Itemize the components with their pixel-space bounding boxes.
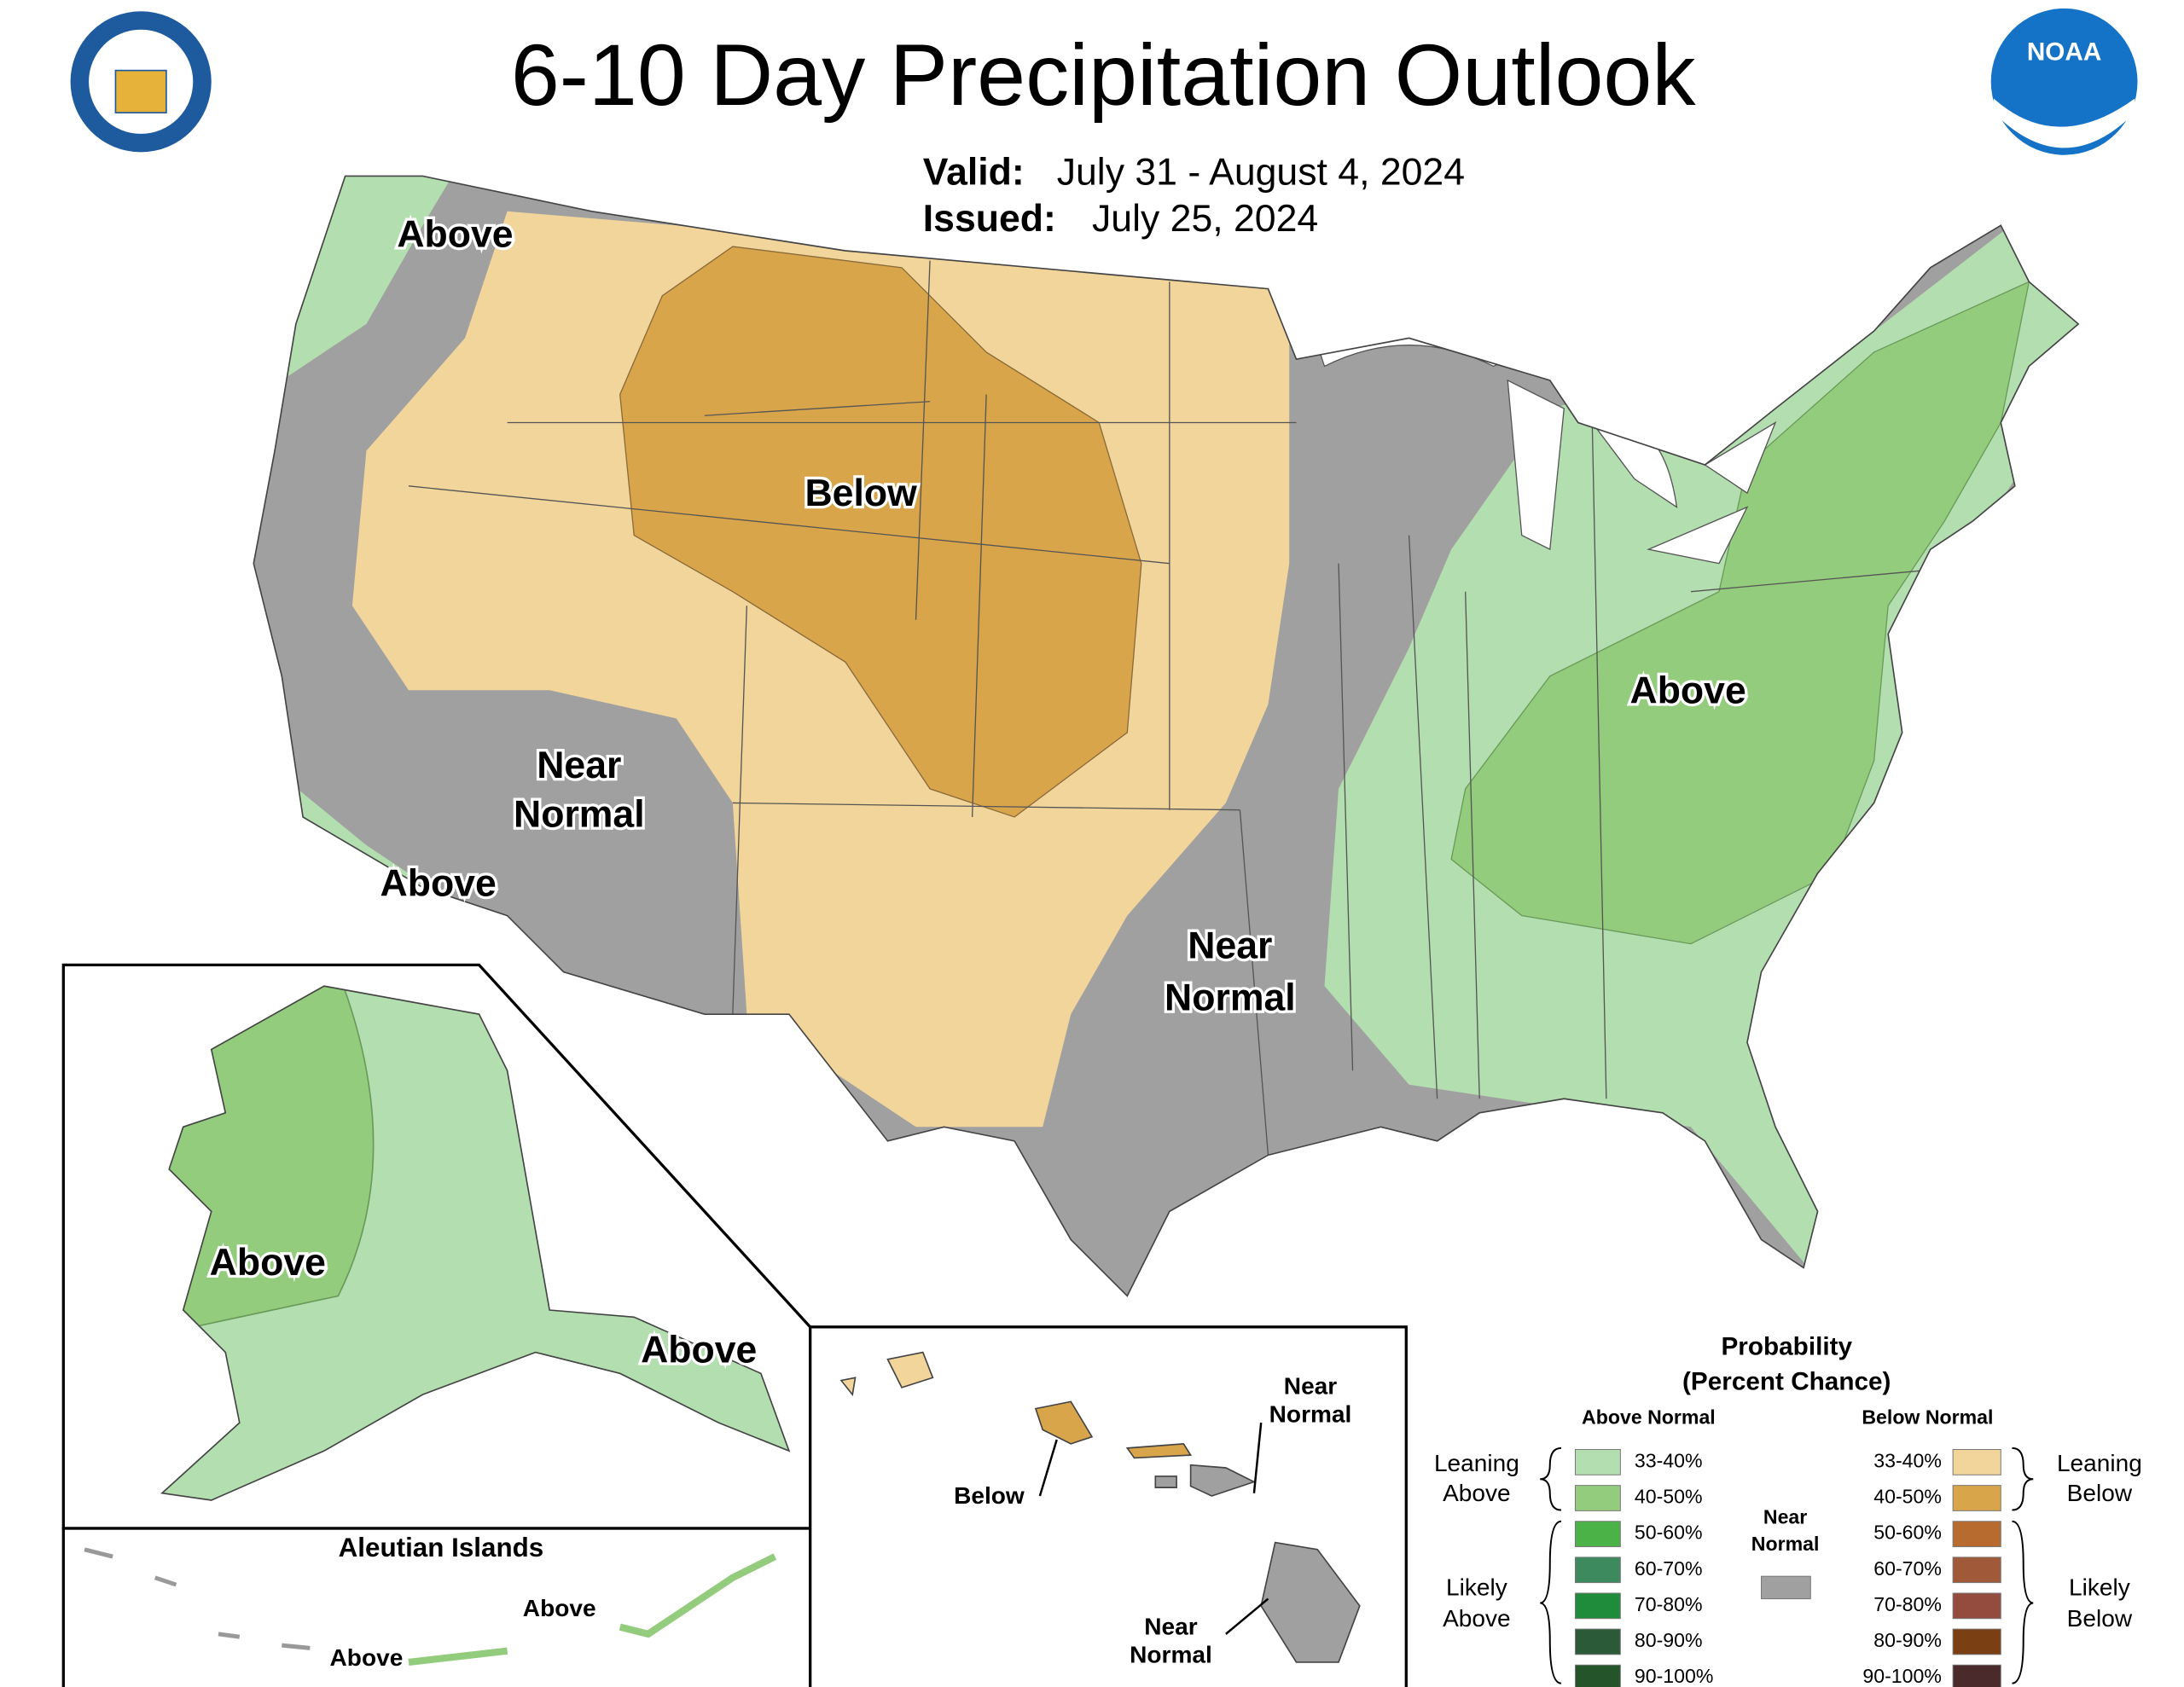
legend-group: Leaning <box>2057 1450 2142 1476</box>
legend-swatch <box>1952 1628 2001 1655</box>
legend-group: Likely <box>1446 1574 1507 1600</box>
valid-label: Valid: <box>923 152 1025 194</box>
leader-lines <box>1038 1423 1269 1635</box>
noaa-logo-text: NOAA <box>2027 38 2102 67</box>
legend-swatch <box>1761 1575 1811 1600</box>
region-label: Normal <box>1269 1400 1352 1427</box>
seal-shield <box>114 69 167 113</box>
region-label: Near <box>1284 1372 1337 1399</box>
legend-swatch <box>1952 1449 2001 1475</box>
legend-range: 80-90% <box>1635 1629 1703 1651</box>
region-label: Above <box>210 1242 326 1284</box>
legend-range: 33-40% <box>1873 1449 1942 1471</box>
legend-near-normal: Normal <box>1751 1533 1820 1555</box>
legend-group: Below <box>2067 1605 2133 1632</box>
issued-date: July 25, 2024 <box>1092 198 1318 240</box>
western-islands <box>84 1547 311 1650</box>
legend-group: Above <box>1443 1480 1511 1506</box>
legend-heading: Below Normal <box>1862 1406 1993 1428</box>
region-label: Near <box>1144 1614 1197 1640</box>
legend-swatch <box>1952 1592 2001 1620</box>
region-label: Above <box>380 863 497 905</box>
legend-near-normal: Near <box>1763 1506 1807 1528</box>
legend-swatch <box>1952 1664 2001 1687</box>
legend-heading: Above Normal <box>1582 1406 1716 1428</box>
issued-label: Issued: <box>923 198 1056 240</box>
region-label: Below <box>804 472 917 514</box>
legend-swatch <box>1952 1557 2001 1584</box>
region-label: Normal <box>1130 1642 1212 1668</box>
region-label: Normal <box>514 794 645 836</box>
legend-range: 90-100% <box>1635 1665 1714 1687</box>
legend-group: Below <box>2067 1480 2133 1506</box>
legend-title: (Percent Chance) <box>1682 1368 1891 1396</box>
aleutian-islands <box>408 1553 777 1667</box>
legend-swatch <box>1575 1664 1621 1687</box>
legend-title: Probability <box>1721 1332 1852 1360</box>
legend-group: Leaning <box>1434 1450 1519 1476</box>
aleutians-title: Aleutian Islands <box>339 1533 544 1562</box>
legend-swatch <box>1575 1557 1621 1584</box>
legend-range: 60-70% <box>1873 1557 1942 1580</box>
legend-range: 70-80% <box>1873 1593 1942 1615</box>
legend-swatch <box>1575 1485 1621 1511</box>
legend-braces <box>1539 1446 2034 1684</box>
state-borders <box>408 260 2001 1156</box>
legend-range: 90-100% <box>1862 1665 1942 1687</box>
kauai <box>839 1351 934 1397</box>
region-label: Above <box>397 213 513 255</box>
title: 6-10 Day Precipitation Outlook <box>511 26 1696 124</box>
legend-swatch <box>1952 1485 2001 1511</box>
oahu-molokai <box>1034 1400 1193 1459</box>
legend-range: 70-80% <box>1635 1593 1703 1615</box>
legend-range: 60-70% <box>1635 1557 1703 1580</box>
legend-range: 50-60% <box>1635 1522 1703 1544</box>
legend-range: 80-90% <box>1873 1629 1942 1651</box>
region-label: Above <box>523 1595 596 1621</box>
legend-range: 40-50% <box>1635 1486 1703 1508</box>
region-label: Above <box>1630 670 1746 711</box>
legend: Probability (Percent Chance) Above Norma… <box>1434 1332 2142 1687</box>
legend-swatch <box>1575 1592 1621 1620</box>
maui <box>1154 1464 1257 1497</box>
region-label: Near <box>537 745 621 786</box>
legend-swatch <box>1575 1628 1621 1655</box>
us-outline <box>253 175 2080 1297</box>
valid-dates: July 31 - August 4, 2024 <box>1057 152 1465 194</box>
legend-range: 40-50% <box>1873 1486 1942 1508</box>
region-label: Near <box>1188 925 1272 966</box>
region-label: Normal <box>1165 977 1296 1018</box>
alaska-outline <box>160 985 791 1501</box>
region-label: Below <box>954 1482 1025 1509</box>
region-label: Above <box>641 1329 757 1371</box>
noaa-bird <box>1994 98 2135 148</box>
legend-swatch <box>1575 1521 1621 1547</box>
legend-swatch <box>1952 1521 2001 1547</box>
legend-group: Likely <box>2069 1574 2130 1600</box>
legend-swatch <box>1575 1449 1621 1475</box>
legend-group: Above <box>1443 1605 1511 1632</box>
region-label: Above <box>330 1644 404 1671</box>
legend-range: 33-40% <box>1635 1449 1703 1471</box>
legend-range: 50-60% <box>1873 1522 1942 1544</box>
above-40-zone <box>1450 281 2030 945</box>
